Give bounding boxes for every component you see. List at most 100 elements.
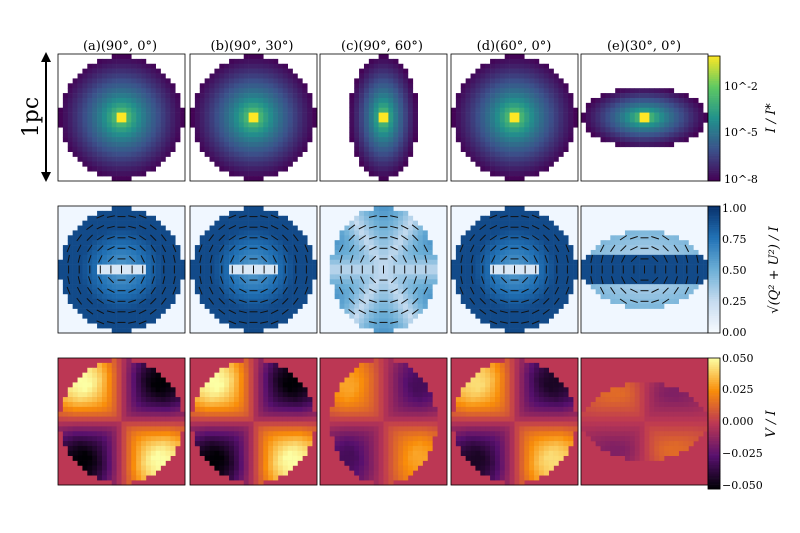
polarization-vector — [531, 309, 540, 315]
polarization-vector — [238, 215, 247, 218]
heatmap-panel-r2-a — [57, 205, 186, 334]
cbar3-tick-1: 0.050 — [722, 352, 754, 365]
polarization-vector — [198, 286, 203, 295]
polarization-vector — [218, 234, 225, 241]
polarization-vector — [479, 224, 487, 230]
scale-bar — [41, 52, 51, 182]
polarization-vector — [400, 309, 409, 315]
polarization-vector — [270, 309, 279, 315]
polarization-vector — [651, 288, 659, 293]
polarization-vector — [542, 308, 550, 315]
polarization-vector — [630, 246, 638, 251]
polarization-vector — [271, 245, 278, 252]
polarization-vector — [685, 276, 689, 285]
polarization-vector — [696, 254, 699, 263]
polarization-vector — [662, 287, 669, 294]
polarization-vector — [521, 255, 529, 263]
polarization-vector — [662, 245, 669, 252]
polarization-vector — [459, 286, 464, 295]
polarization-vector — [304, 244, 309, 253]
polarization-vector — [368, 321, 377, 324]
heatmap-panel-r3-b — [189, 357, 318, 486]
polarization-vector — [368, 310, 377, 314]
polarization-vector — [481, 276, 485, 285]
heatmap-panel-r2-c — [319, 205, 448, 334]
polarization-vector — [86, 308, 94, 315]
polarization-vector — [219, 244, 225, 252]
polarization-vector — [88, 254, 92, 263]
polarization-vector — [238, 299, 247, 303]
polarization-vector — [479, 298, 486, 305]
cbar1-tick-1: 10^-2 — [724, 80, 758, 93]
polarization-vector — [128, 246, 136, 251]
panel-title-c: (c)(90°, 60°) — [341, 39, 423, 54]
polarization-vector — [544, 254, 548, 263]
polarization-vector — [140, 255, 145, 263]
polarization-vector — [66, 244, 71, 253]
polarization-vector — [500, 246, 508, 251]
polarization-vector — [469, 297, 475, 305]
heatmap-panel-r1-d — [450, 53, 579, 182]
polarization-vector — [499, 215, 508, 218]
polarization-vector — [67, 276, 70, 285]
polarization-vector — [139, 287, 146, 294]
polarization-vector — [128, 288, 136, 293]
polarization-vector — [149, 309, 157, 315]
polarization-vector — [239, 255, 247, 263]
polarization-vector — [390, 299, 399, 303]
polarization-vector — [107, 246, 115, 251]
cbar3-tick-4: −0.025 — [722, 447, 763, 460]
polarization-vector — [229, 287, 236, 294]
polarization-vector — [294, 254, 298, 263]
polarization-vector — [358, 224, 367, 230]
polarization-vector — [620, 287, 627, 294]
polarization-vector — [260, 321, 269, 324]
polarization-vector — [610, 244, 616, 252]
polarization-vector — [489, 224, 498, 230]
polarization-vector — [651, 246, 659, 251]
polarization-vector — [86, 224, 94, 231]
polarization-vector — [77, 254, 81, 263]
polarization-vector — [260, 215, 269, 218]
polarization-vector — [76, 297, 82, 305]
polarization-vector — [358, 309, 367, 315]
polarization-vector — [272, 276, 277, 284]
polarization-vector — [499, 236, 508, 240]
polarization-vector — [219, 287, 225, 295]
heatmap-panel-r1-c — [319, 53, 448, 182]
cbar2-tick-5: 0.00 — [722, 326, 747, 339]
polarization-vector — [499, 321, 508, 324]
polarization-vector — [390, 276, 398, 284]
polarization-vector — [76, 286, 82, 295]
polarization-vector — [390, 321, 399, 324]
panel-frame — [189, 205, 318, 334]
polarization-vector — [138, 320, 147, 325]
polarization-vector — [87, 244, 93, 252]
polarization-vector — [369, 288, 377, 293]
polarization-vector — [198, 244, 203, 253]
polarization-vector — [218, 224, 226, 230]
polarization-vector — [684, 244, 690, 253]
polarization-vector — [96, 224, 105, 230]
polarization-vector — [260, 236, 269, 240]
polarization-vector — [272, 255, 277, 263]
polarization-vector — [349, 244, 355, 252]
polarization-vector — [489, 235, 497, 241]
polarization-vector — [532, 298, 540, 304]
polarization-vector — [470, 276, 474, 285]
polarization-vector — [521, 288, 529, 293]
polarization-vector — [542, 224, 550, 231]
polarization-vector — [423, 244, 429, 253]
polarization-vector — [139, 245, 146, 252]
polarization-vector — [209, 276, 213, 285]
polarization-vector — [128, 276, 136, 284]
polarization-vector — [662, 235, 670, 241]
polarization-vector — [270, 320, 279, 325]
cbar1-label: I / I* — [764, 103, 779, 134]
polarization-vector — [532, 245, 539, 252]
polarization-vector — [600, 254, 604, 263]
polarization-vector — [350, 276, 354, 285]
polarization-vector — [619, 298, 627, 304]
polarization-vector — [532, 287, 539, 294]
heatmap-panel-r1-e — [580, 53, 709, 182]
